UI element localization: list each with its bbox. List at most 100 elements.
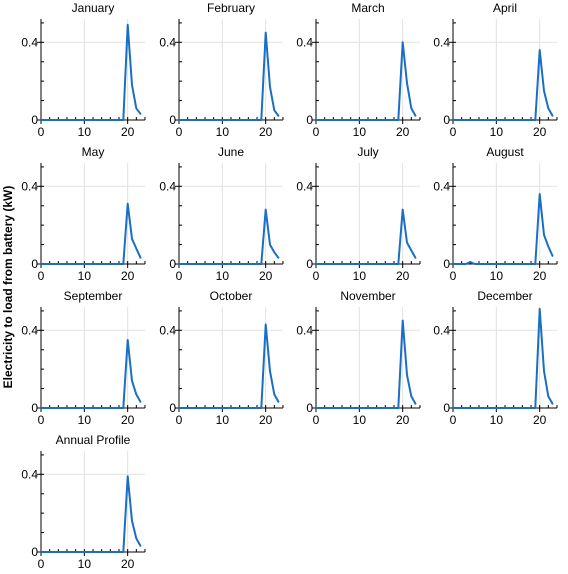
data-point (226, 407, 228, 409)
data-point (70, 407, 72, 409)
data-point (208, 119, 210, 121)
data-point (354, 263, 356, 265)
data-point (40, 263, 42, 265)
data-point (465, 263, 467, 265)
data-point (213, 119, 215, 121)
data-point (358, 407, 360, 409)
data-point (221, 263, 223, 265)
data-point (118, 263, 120, 265)
data-point (213, 407, 215, 409)
data-point (350, 263, 352, 265)
data-point (315, 407, 317, 409)
series-line (41, 23, 142, 121)
data-point (332, 407, 334, 409)
data-point (122, 407, 124, 409)
data-point (226, 119, 228, 121)
x-tick-label: 10 (353, 269, 367, 283)
data-point (452, 407, 454, 409)
data-point (269, 370, 271, 372)
data-point (88, 263, 90, 265)
data-point (70, 551, 72, 553)
data-point (363, 119, 365, 121)
data-point (256, 407, 258, 409)
data-point (101, 119, 103, 121)
data-point (114, 119, 116, 121)
data-point (213, 263, 215, 265)
y-tick-label: 0 (169, 401, 176, 415)
data-point (96, 551, 98, 553)
x-tick-label: 0 (38, 125, 45, 139)
data-point (469, 261, 471, 263)
data-point (389, 407, 391, 409)
data-point (49, 119, 51, 121)
x-tick-label: 0 (313, 413, 320, 427)
data-point (75, 263, 77, 265)
x-tick-label: 0 (450, 413, 457, 427)
y-tick-label: 0 (306, 401, 313, 415)
y-tick-label: 0 (443, 113, 450, 127)
data-point (363, 263, 365, 265)
data-point (315, 263, 317, 265)
x-tick-label: 0 (38, 269, 45, 283)
x-tick-label: 0 (313, 125, 320, 139)
data-point (491, 407, 493, 409)
data-point (131, 520, 133, 522)
panel-title: Annual Profile (56, 433, 131, 447)
data-point (135, 107, 137, 109)
chart-panel: July 0 10 20 0 0.4 (296, 145, 421, 283)
data-point (278, 257, 280, 259)
data-point (552, 115, 554, 117)
data-point (195, 119, 197, 121)
x-tick-label: 0 (450, 269, 457, 283)
data-point (83, 551, 85, 553)
data-point (101, 263, 103, 265)
data-point (552, 255, 554, 257)
y-tick-label: 0 (306, 257, 313, 271)
chart-panel: October 0 10 20 0 0.4 (159, 289, 284, 427)
panel-title: January (72, 1, 115, 15)
data-point (243, 263, 245, 265)
data-point (380, 407, 382, 409)
data-point (88, 119, 90, 121)
data-point (517, 263, 519, 265)
data-point (75, 407, 77, 409)
data-point (358, 119, 360, 121)
y-tick-label: 0.4 (21, 323, 38, 337)
y-tick-label: 0 (306, 113, 313, 127)
x-tick-label: 0 (313, 269, 320, 283)
data-point (474, 263, 476, 265)
data-point (534, 263, 536, 265)
chart-panel: Annual Profile 0 10 20 0 0.4 (21, 433, 146, 571)
data-point (367, 263, 369, 265)
x-tick-label: 20 (396, 413, 410, 427)
data-point (517, 119, 519, 121)
data-point (539, 308, 541, 310)
data-point (508, 263, 510, 265)
data-point (135, 247, 137, 250)
data-point (265, 31, 267, 34)
data-point (75, 551, 77, 553)
y-tick-label: 0.4 (296, 323, 313, 337)
data-point (96, 119, 98, 121)
data-point (62, 263, 64, 265)
x-tick-label: 20 (121, 557, 135, 571)
data-point (114, 551, 116, 553)
y-tick-label: 0 (31, 113, 38, 127)
series-line (179, 31, 280, 121)
x-tick-label: 20 (259, 413, 273, 427)
x-tick-label: 10 (490, 413, 504, 427)
data-point (40, 407, 42, 409)
data-point (53, 263, 55, 265)
data-point (101, 407, 103, 409)
chart-panel: May 0 10 20 0 0.4 (21, 145, 146, 283)
x-tick-label: 10 (78, 125, 92, 139)
data-point (384, 263, 386, 265)
data-point (452, 263, 454, 265)
chart-panel: September 0 10 20 0 0.4 (21, 289, 146, 427)
data-point (239, 407, 241, 409)
data-point (140, 113, 142, 115)
data-point (269, 243, 271, 246)
data-point (53, 407, 55, 409)
data-point (122, 119, 124, 121)
panel-title: June (218, 145, 244, 159)
